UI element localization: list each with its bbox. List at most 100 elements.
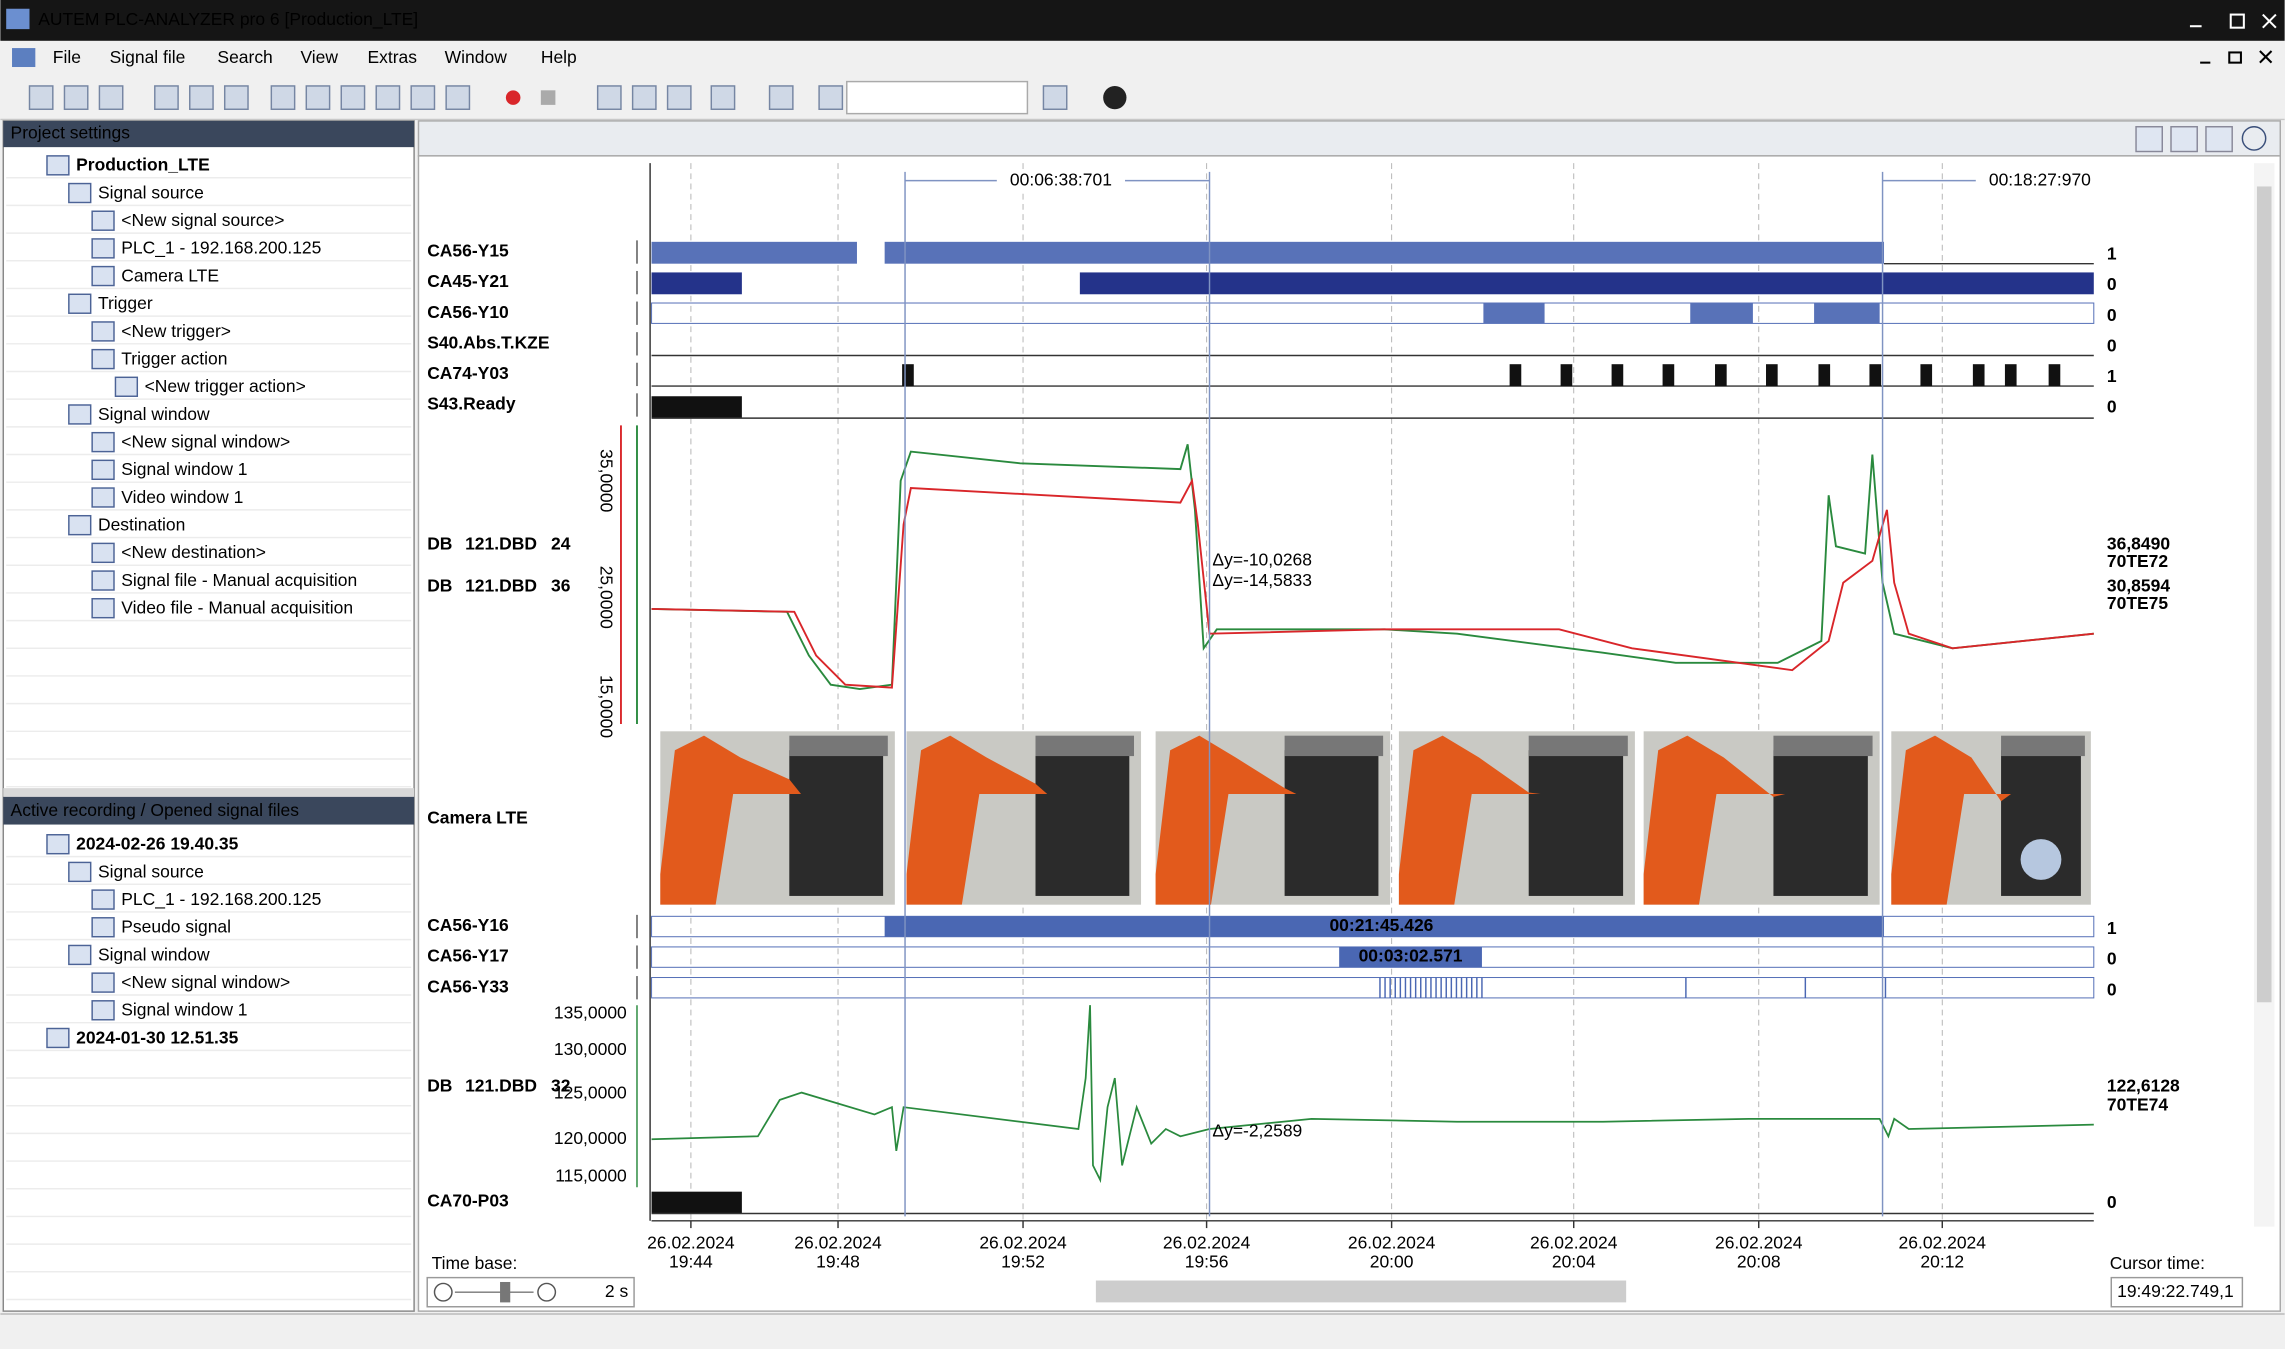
tree-icon [68,293,92,314]
mdi-controls[interactable] [2200,50,2273,64]
menu-icon [12,48,36,68]
tree-item[interactable]: <New signal window> [121,431,290,451]
tree-item[interactable]: Pseudo signal [121,917,231,937]
toolbar-button[interactable] [410,85,436,110]
robot [1643,735,1786,905]
toolbar-button[interactable] [305,85,331,110]
frame-wall [1773,735,1873,757]
marker-label: 00:18:27:970 [1989,169,2091,189]
toolbar-button[interactable] [768,85,794,110]
toolbar-button[interactable] [189,85,214,110]
toolbar-button[interactable] [631,85,657,110]
toolbar-button[interactable] [1042,85,1068,110]
tree-item[interactable]: <New trigger action> [145,376,306,396]
h-scroll-thumb[interactable] [1095,1280,1627,1303]
toolbar-button[interactable] [375,85,401,110]
signal-name: CA70-P03 [427,1190,509,1210]
record-button[interactable] [505,90,521,105]
menu-item[interactable]: Window [445,47,508,67]
interval-label: 00:03:02.571 [1359,946,1463,966]
zoom-thumb[interactable] [500,1281,511,1303]
signal-name: CA56-Y15 [427,241,509,261]
tree-item[interactable]: <New signal window> [121,972,290,992]
menu-item[interactable]: Search [217,47,272,67]
view-buttons[interactable] [2135,126,2267,153]
zoom-out[interactable] [433,1282,453,1302]
tree-item[interactable]: Signal file - Manual acquisition [121,570,357,590]
tree-item[interactable]: Signal source [98,182,204,202]
tree-item[interactable]: Video file - Manual acquisition [121,598,353,618]
analog-traces [620,425,2094,725]
tree-item[interactable]: Signal window [98,404,210,424]
frame-panel [1035,750,1130,896]
toolbar-button[interactable] [154,85,179,110]
menu-item[interactable]: Help [541,47,577,67]
tree-item[interactable]: Signal window 1 [121,1000,247,1020]
tree-item[interactable]: 2024-01-30 12.51.35 [76,1027,238,1047]
toolbar-button[interactable] [270,85,296,110]
menu-item[interactable]: View [300,47,338,67]
axis-label: 120,0000 [554,1128,627,1148]
tree-icon [91,265,115,287]
tree-item[interactable]: Video window 1 [121,487,243,507]
time-date: 26.02.2024 [794,1233,882,1253]
time-date: 26.02.2024 [1163,1233,1251,1253]
stop-button[interactable] [540,90,556,105]
zoom-in[interactable] [537,1282,557,1302]
toolbar-button[interactable] [596,85,622,110]
tree-icon [91,321,115,342]
time-label: 20:04 [1552,1252,1596,1272]
pulse [1611,364,1624,387]
axis-label: 130,0000 [554,1039,627,1059]
tree-item[interactable]: Production_LTE [76,155,210,175]
camera-frames [660,731,2091,905]
toolbar-button[interactable] [340,85,366,110]
tree-item[interactable]: Trigger action [121,348,227,368]
v-scroll-thumb[interactable] [2256,186,2272,1003]
tree-item[interactable]: <New trigger> [121,321,231,341]
signal-value: 0 [2107,305,2117,325]
signal-index: 32 [551,1075,571,1095]
app-icon [6,8,30,30]
menu-item[interactable]: Extras [367,47,417,67]
toolbar-button[interactable] [28,85,54,110]
tree-item[interactable]: 2024-02-26 19.40.35 [76,834,238,854]
menu-item[interactable]: File [53,47,81,67]
toolbar-button[interactable] [98,85,124,110]
pulse [1869,364,1882,387]
toolbar-button[interactable] [445,85,471,110]
time-base-label: Time base: [432,1253,518,1273]
title-bar [0,0,2285,41]
tree-item[interactable]: PLC_1 - 192.168.200.125 [121,889,321,910]
tree-icon [91,487,115,508]
toolbar-button[interactable] [223,85,249,110]
toolbar-button[interactable] [710,85,736,110]
toolbar-button[interactable] [666,85,692,110]
robot [1891,735,2012,905]
search-box[interactable] [846,80,1029,115]
delta-label: Δy=-2,2589 [1212,1121,1302,1141]
toolbar-button[interactable] [63,85,89,110]
robot [1155,735,1297,905]
tree-item[interactable]: Signal window 1 [121,459,247,479]
tree-item[interactable]: Destination [98,515,185,535]
toolbar-button[interactable] [818,85,844,110]
signal-name: CA56-Y17 [427,946,509,966]
pulse [1818,364,1831,387]
tree-item[interactable]: Signal source [98,861,204,881]
signal-value: 0 [2107,949,2117,969]
help-button[interactable] [1103,85,1127,110]
tree-item[interactable]: PLC_1 - 192.168.200.125 [121,238,321,259]
window-controls[interactable] [2189,13,2277,29]
menu-item[interactable]: Signal file [110,47,186,67]
tree-item[interactable]: <New destination> [121,542,266,562]
tree-item[interactable]: Trigger [98,293,153,313]
tree-item[interactable]: <New signal source> [121,210,284,230]
analog-trace-2 [636,1005,2094,1215]
marker-box [1975,168,2104,193]
tree-item[interactable]: Camera LTE [121,265,219,285]
tree-item[interactable]: Signal window [98,944,210,964]
grid [649,163,2094,1229]
tree-icon [68,182,92,204]
